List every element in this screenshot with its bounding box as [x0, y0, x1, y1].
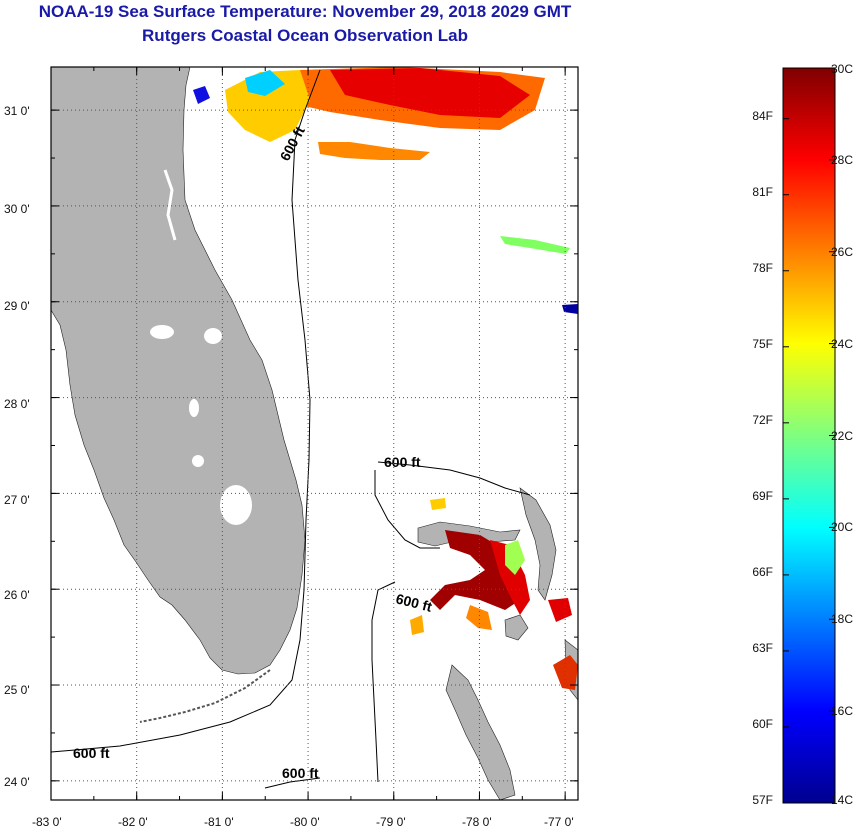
sst-patch-north-west: [225, 70, 310, 142]
inland-lake: [189, 399, 199, 417]
abaco-island: [519, 487, 557, 601]
isobath-600ft-bahamas-north: [374, 461, 531, 549]
lat-label: 26 0': [4, 588, 30, 602]
colorbar-c-label: 26C: [831, 245, 853, 259]
isobath-600ft-east-florida: [51, 69, 321, 753]
colorbar-f-label: 78F: [752, 261, 773, 275]
colorbar-c-label: 18C: [831, 612, 853, 626]
isobath-600ft-bahamas-south: [371, 581, 396, 783]
colorbar-f-label: 66F: [752, 565, 773, 579]
lat-label: 27 0': [4, 493, 30, 507]
map-subtitle: Rutgers Coastal Ocean Observation Lab: [142, 26, 468, 45]
colorbar-c-label: 22C: [831, 429, 853, 443]
temperature-colorbar: 84F 81F 78F 75F 72F 69F 66F 63F 60F 57F …: [752, 62, 853, 807]
lon-label: -80 0': [290, 815, 320, 829]
sst-patch-cold: [193, 86, 210, 104]
berry-islands: [504, 614, 529, 641]
colorbar-f-label: 75F: [752, 337, 773, 351]
lake-okeechobee: [220, 485, 252, 525]
sst-patch-cool: [245, 70, 285, 96]
sst-patch-bahamas-mix: [505, 540, 525, 575]
florida-keys: [139, 669, 271, 723]
inland-lake: [204, 328, 222, 344]
colorbar-f-label: 57F: [752, 793, 773, 807]
colorbar-f-label: 69F: [752, 489, 773, 503]
lon-label: -82 0': [118, 815, 148, 829]
lon-label: -77 0': [544, 815, 574, 829]
isobath-label: 600 ft: [282, 765, 319, 781]
isobath-600ft-cuba-shelf: [264, 777, 321, 789]
colorbar-c-label: 28C: [831, 153, 853, 167]
colorbar-gradient: [782, 67, 836, 804]
isobath-label: 600 ft: [384, 454, 421, 470]
inland-lake: [192, 455, 204, 467]
lon-label: -79 0': [376, 815, 406, 829]
sst-patch-east: [500, 236, 570, 254]
map-frame: [50, 66, 579, 801]
colorbar-c-label: 20C: [831, 520, 853, 534]
lon-label: -78 0': [462, 815, 492, 829]
lon-label: -83 0': [32, 815, 62, 829]
sst-patch-small: [410, 615, 424, 635]
st-johns-river: [163, 169, 177, 241]
sst-patch-bahamas-orange: [466, 605, 492, 630]
sst-patch-east-hot: [548, 598, 572, 622]
sst-patch-small2: [430, 498, 446, 510]
colorbar-f-label: 81F: [752, 185, 773, 199]
colorbar-f-label: 60F: [752, 717, 773, 731]
lon-label: -81 0': [204, 815, 234, 829]
sst-map: 600 ft 600 ft 600 ft 600 ft 600 ft 31 0'…: [4, 66, 579, 829]
colorbar-f-label: 84F: [752, 109, 773, 123]
sst-patch-bahamas-red: [490, 540, 530, 615]
map-title: NOAA-19 Sea Surface Temperature: Novembe…: [38, 2, 572, 21]
sst-patch-band: [318, 142, 430, 160]
lat-label: 30 0': [4, 202, 30, 216]
colorbar-c-label: 30C: [831, 62, 853, 76]
colorbar-c-label: 16C: [831, 704, 853, 718]
colorbar-c-label: 14C: [831, 793, 853, 807]
sst-patch-cold-east: [562, 304, 578, 314]
colorbar-c-label: 24C: [831, 337, 853, 351]
sst-patch-north-warm: [330, 68, 530, 118]
lat-label: 24 0': [4, 775, 30, 789]
sst-patch-southeast: [553, 655, 578, 690]
inland-lake: [150, 325, 174, 339]
isobath-label: 600 ft: [73, 745, 110, 761]
sst-data-patches: [193, 67, 578, 690]
lat-label: 31 0': [4, 104, 30, 118]
tickmarks: [50, 67, 578, 800]
lat-label: 29 0': [4, 299, 30, 313]
lat-label: 28 0': [4, 397, 30, 411]
lat-label: 25 0': [4, 683, 30, 697]
colorbar-f-label: 72F: [752, 413, 773, 427]
colorbar-f-label: 63F: [752, 641, 773, 655]
